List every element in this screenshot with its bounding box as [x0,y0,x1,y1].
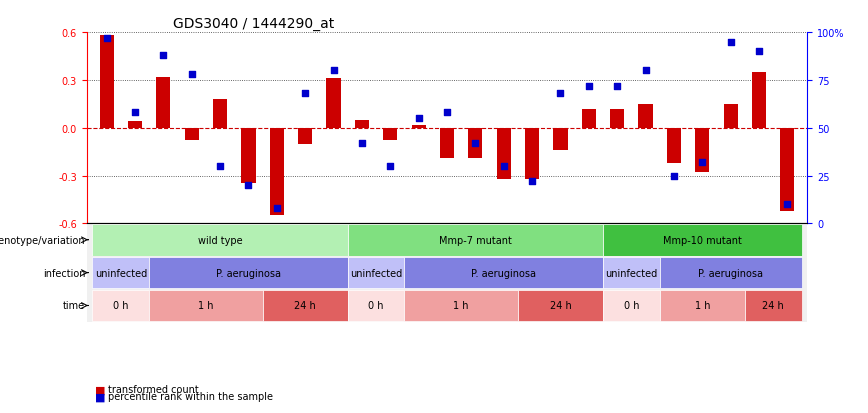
Bar [440,128,454,159]
Text: 1 h: 1 h [198,301,214,311]
FancyBboxPatch shape [93,257,149,289]
Bar [383,128,398,141]
Bar [496,128,511,179]
FancyBboxPatch shape [603,257,660,289]
FancyBboxPatch shape [404,290,518,321]
Point [185,72,199,78]
Text: ■: ■ [95,392,106,401]
Bar [213,100,227,128]
FancyBboxPatch shape [518,290,603,321]
Point [355,140,369,147]
Text: infection: infection [43,268,85,278]
Point [100,36,114,42]
Text: P. aeruginosa: P. aeruginosa [216,268,281,278]
Point [525,178,539,185]
Point [610,83,624,90]
Text: 0 h: 0 h [113,301,128,311]
Text: Mmp-7 mutant: Mmp-7 mutant [439,235,512,245]
Bar [241,128,255,184]
Text: 1 h: 1 h [694,301,710,311]
Point [752,49,766,55]
Text: 24 h: 24 h [294,301,316,311]
Bar [270,128,284,216]
Text: percentile rank within the sample: percentile rank within the sample [108,392,273,401]
Bar [554,128,568,151]
Bar [100,36,114,128]
Bar [639,104,653,128]
FancyBboxPatch shape [404,257,603,289]
Point [582,83,595,90]
Text: uninfected: uninfected [95,268,147,278]
Text: P. aeruginosa: P. aeruginosa [698,268,763,278]
Bar [469,128,483,159]
Point [241,182,255,189]
FancyBboxPatch shape [149,290,263,321]
Bar [724,104,738,128]
Bar [156,78,170,128]
FancyBboxPatch shape [745,290,801,321]
Point [384,163,398,170]
FancyBboxPatch shape [93,224,348,256]
Bar [582,109,596,128]
Bar [667,128,681,164]
Point [326,68,340,74]
Point [128,110,142,116]
Bar [695,128,709,173]
Text: Mmp-10 mutant: Mmp-10 mutant [663,235,742,245]
Point [270,205,284,212]
Text: GDS3040 / 1444290_at: GDS3040 / 1444290_at [174,17,334,31]
Bar [411,125,425,128]
FancyBboxPatch shape [149,257,348,289]
Point [214,163,227,170]
FancyBboxPatch shape [660,290,745,321]
FancyBboxPatch shape [348,257,404,289]
FancyBboxPatch shape [263,290,348,321]
FancyBboxPatch shape [348,224,603,256]
Bar [326,79,340,128]
Text: uninfected: uninfected [350,268,402,278]
Bar [610,109,624,128]
Bar [128,122,142,128]
Point [411,116,425,122]
Bar [525,128,539,179]
FancyBboxPatch shape [603,224,801,256]
Point [695,159,709,166]
Point [496,163,510,170]
Bar [780,128,794,211]
FancyBboxPatch shape [348,290,404,321]
Point [440,110,454,116]
Text: time: time [63,301,85,311]
Bar [752,73,766,128]
FancyBboxPatch shape [93,290,149,321]
FancyBboxPatch shape [603,290,660,321]
Text: uninfected: uninfected [605,268,657,278]
Point [554,91,568,97]
Text: transformed count: transformed count [108,385,200,394]
Text: 24 h: 24 h [549,301,571,311]
Text: genotype/variation: genotype/variation [0,235,85,245]
Text: 24 h: 24 h [762,301,784,311]
Text: 1 h: 1 h [453,301,469,311]
Point [299,91,312,97]
Point [469,140,483,147]
Text: 0 h: 0 h [623,301,639,311]
Text: ■: ■ [95,385,106,394]
Text: 0 h: 0 h [368,301,384,311]
Point [724,39,738,46]
Point [667,173,681,179]
Text: wild type: wild type [198,235,242,245]
Point [639,68,653,74]
FancyBboxPatch shape [660,257,801,289]
Point [156,52,170,59]
Bar [185,128,199,141]
Bar [298,128,312,144]
Text: P. aeruginosa: P. aeruginosa [471,268,536,278]
Point [780,202,794,208]
Bar [355,121,369,128]
